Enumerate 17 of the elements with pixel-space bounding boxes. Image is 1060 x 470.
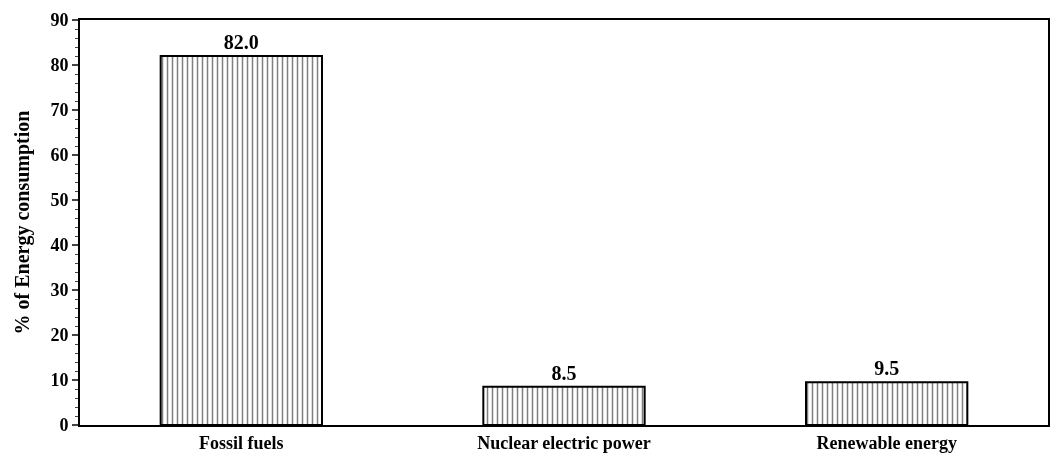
- y-tick-label: 0: [59, 415, 69, 436]
- data-label: 82.0: [223, 31, 259, 53]
- y-tick-label: 10: [50, 370, 69, 391]
- data-label: 9.5: [874, 357, 900, 380]
- y-tick-label: 70: [50, 100, 69, 121]
- y-tick-label: 50: [50, 190, 69, 211]
- y-tick-label: 80: [50, 55, 69, 76]
- data-label: 8.5: [551, 361, 577, 384]
- y-tick-label: 30: [50, 280, 69, 301]
- x-tick-label: Nuclear electric power: [477, 432, 651, 453]
- y-axis-title: % of Energy consumption: [11, 110, 35, 335]
- y-tick-label: 20: [50, 325, 69, 346]
- y-tick-label: 90: [50, 10, 69, 31]
- x-tick-label: Fossil fuels: [199, 432, 284, 453]
- y-tick-label: 40: [50, 235, 69, 256]
- y-tick-label: 60: [50, 145, 69, 166]
- x-tick-label: Renewable energy: [816, 432, 957, 453]
